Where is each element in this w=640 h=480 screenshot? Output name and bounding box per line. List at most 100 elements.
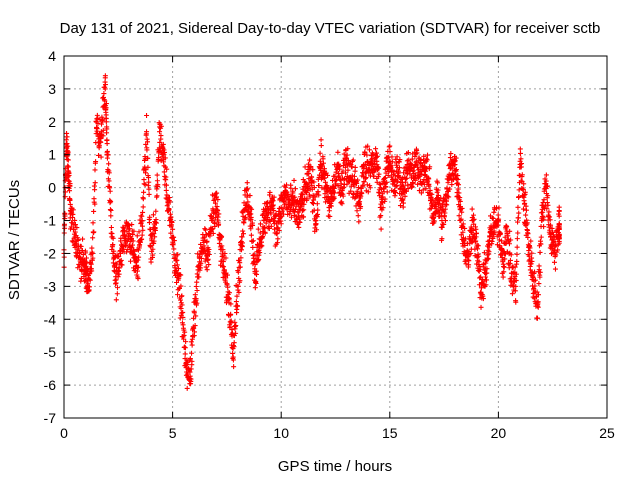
- data-point: [66, 172, 72, 178]
- data-point: [551, 239, 557, 245]
- data-point: [217, 244, 223, 250]
- data-point: [241, 215, 247, 221]
- data-point: [540, 200, 546, 206]
- data-point: [471, 212, 477, 218]
- data-point: [465, 257, 471, 263]
- data-point: [136, 254, 142, 260]
- data-point: [140, 209, 146, 215]
- data-point: [181, 332, 187, 338]
- data-point: [363, 175, 369, 181]
- data-point: [161, 147, 167, 153]
- data-point: [513, 283, 519, 289]
- data-point: [233, 299, 239, 305]
- data-point: [348, 175, 354, 181]
- data-point: [499, 238, 505, 244]
- data-point: [260, 234, 266, 240]
- data-point: [89, 268, 95, 274]
- data-point: [230, 350, 236, 356]
- data-point: [215, 214, 221, 220]
- data-point: [421, 153, 427, 159]
- data-point: [387, 149, 393, 155]
- data-point: [283, 184, 289, 190]
- data-point: [102, 98, 108, 104]
- y-tick-label: 2: [48, 114, 56, 130]
- data-point: [106, 161, 112, 167]
- axis-ticks: 0 5 10 15 20 25 -7 -6 -5 -4 -3 -2 -1 0 1 2 3 4: [44, 48, 615, 441]
- data-point: [461, 237, 467, 243]
- data-point: [135, 264, 141, 270]
- data-point: [394, 154, 400, 160]
- data-point: [550, 232, 556, 238]
- data-point: [515, 219, 521, 225]
- data-point: [532, 283, 538, 289]
- data-point: [179, 293, 185, 299]
- data-point: [514, 258, 520, 264]
- data-point: [548, 222, 554, 228]
- data-point: [456, 195, 462, 201]
- data-point: [116, 265, 122, 271]
- data-point: [175, 292, 181, 298]
- data-point: [192, 292, 198, 298]
- data-point: [374, 179, 380, 185]
- data-point: [459, 205, 465, 211]
- data-point: [111, 248, 117, 254]
- data-point: [425, 152, 431, 158]
- data-point: [174, 270, 180, 276]
- y-tick-label: -2: [44, 245, 57, 261]
- data-point: [78, 275, 84, 281]
- data-point: [556, 204, 562, 210]
- data-point: [361, 162, 367, 168]
- data-point: [134, 233, 140, 239]
- data-point: [187, 356, 193, 362]
- data-point: [163, 182, 169, 188]
- data-point: [137, 242, 143, 248]
- data-point: [412, 153, 418, 159]
- chart-title: Day 131 of 2021, Sidereal Day-to-day VTE…: [60, 20, 601, 37]
- data-point: [101, 91, 107, 97]
- data-point: [118, 257, 124, 263]
- data-point: [359, 190, 365, 196]
- data-point: [502, 234, 508, 240]
- data-point: [439, 218, 445, 224]
- data-point: [207, 233, 213, 239]
- data-point: [193, 313, 199, 319]
- data-point: [439, 236, 445, 242]
- data-point: [481, 278, 487, 284]
- data-point: [360, 182, 366, 188]
- data-point: [446, 176, 452, 182]
- data-point: [409, 175, 415, 181]
- data-point: [545, 202, 551, 208]
- data-point: [72, 234, 78, 240]
- data-point: [115, 274, 121, 280]
- data-point: [404, 162, 410, 168]
- data-point: [508, 252, 514, 258]
- data-point: [378, 226, 384, 232]
- data-point: [213, 195, 219, 201]
- data-point: [274, 231, 280, 237]
- data-point: [520, 206, 526, 212]
- data-point: [182, 345, 188, 351]
- data-point: [235, 269, 241, 275]
- data-point: [501, 269, 507, 275]
- data-point: [92, 167, 98, 173]
- data-point: [491, 230, 497, 236]
- data-point: [349, 164, 355, 170]
- data-point: [462, 242, 468, 248]
- data-point: [234, 293, 240, 299]
- data-point: [67, 188, 73, 194]
- data-point: [122, 237, 128, 243]
- data-point: [515, 215, 521, 221]
- data-point: [322, 175, 328, 181]
- data-point: [495, 212, 501, 218]
- data-point: [197, 267, 203, 273]
- data-point: [538, 234, 544, 240]
- data-point: [515, 230, 521, 236]
- data-point: [445, 180, 451, 186]
- data-point: [410, 181, 416, 187]
- data-point: [104, 152, 110, 158]
- data-point: [456, 213, 462, 219]
- data-point: [531, 286, 537, 292]
- data-point: [206, 251, 212, 257]
- data-point: [206, 247, 212, 253]
